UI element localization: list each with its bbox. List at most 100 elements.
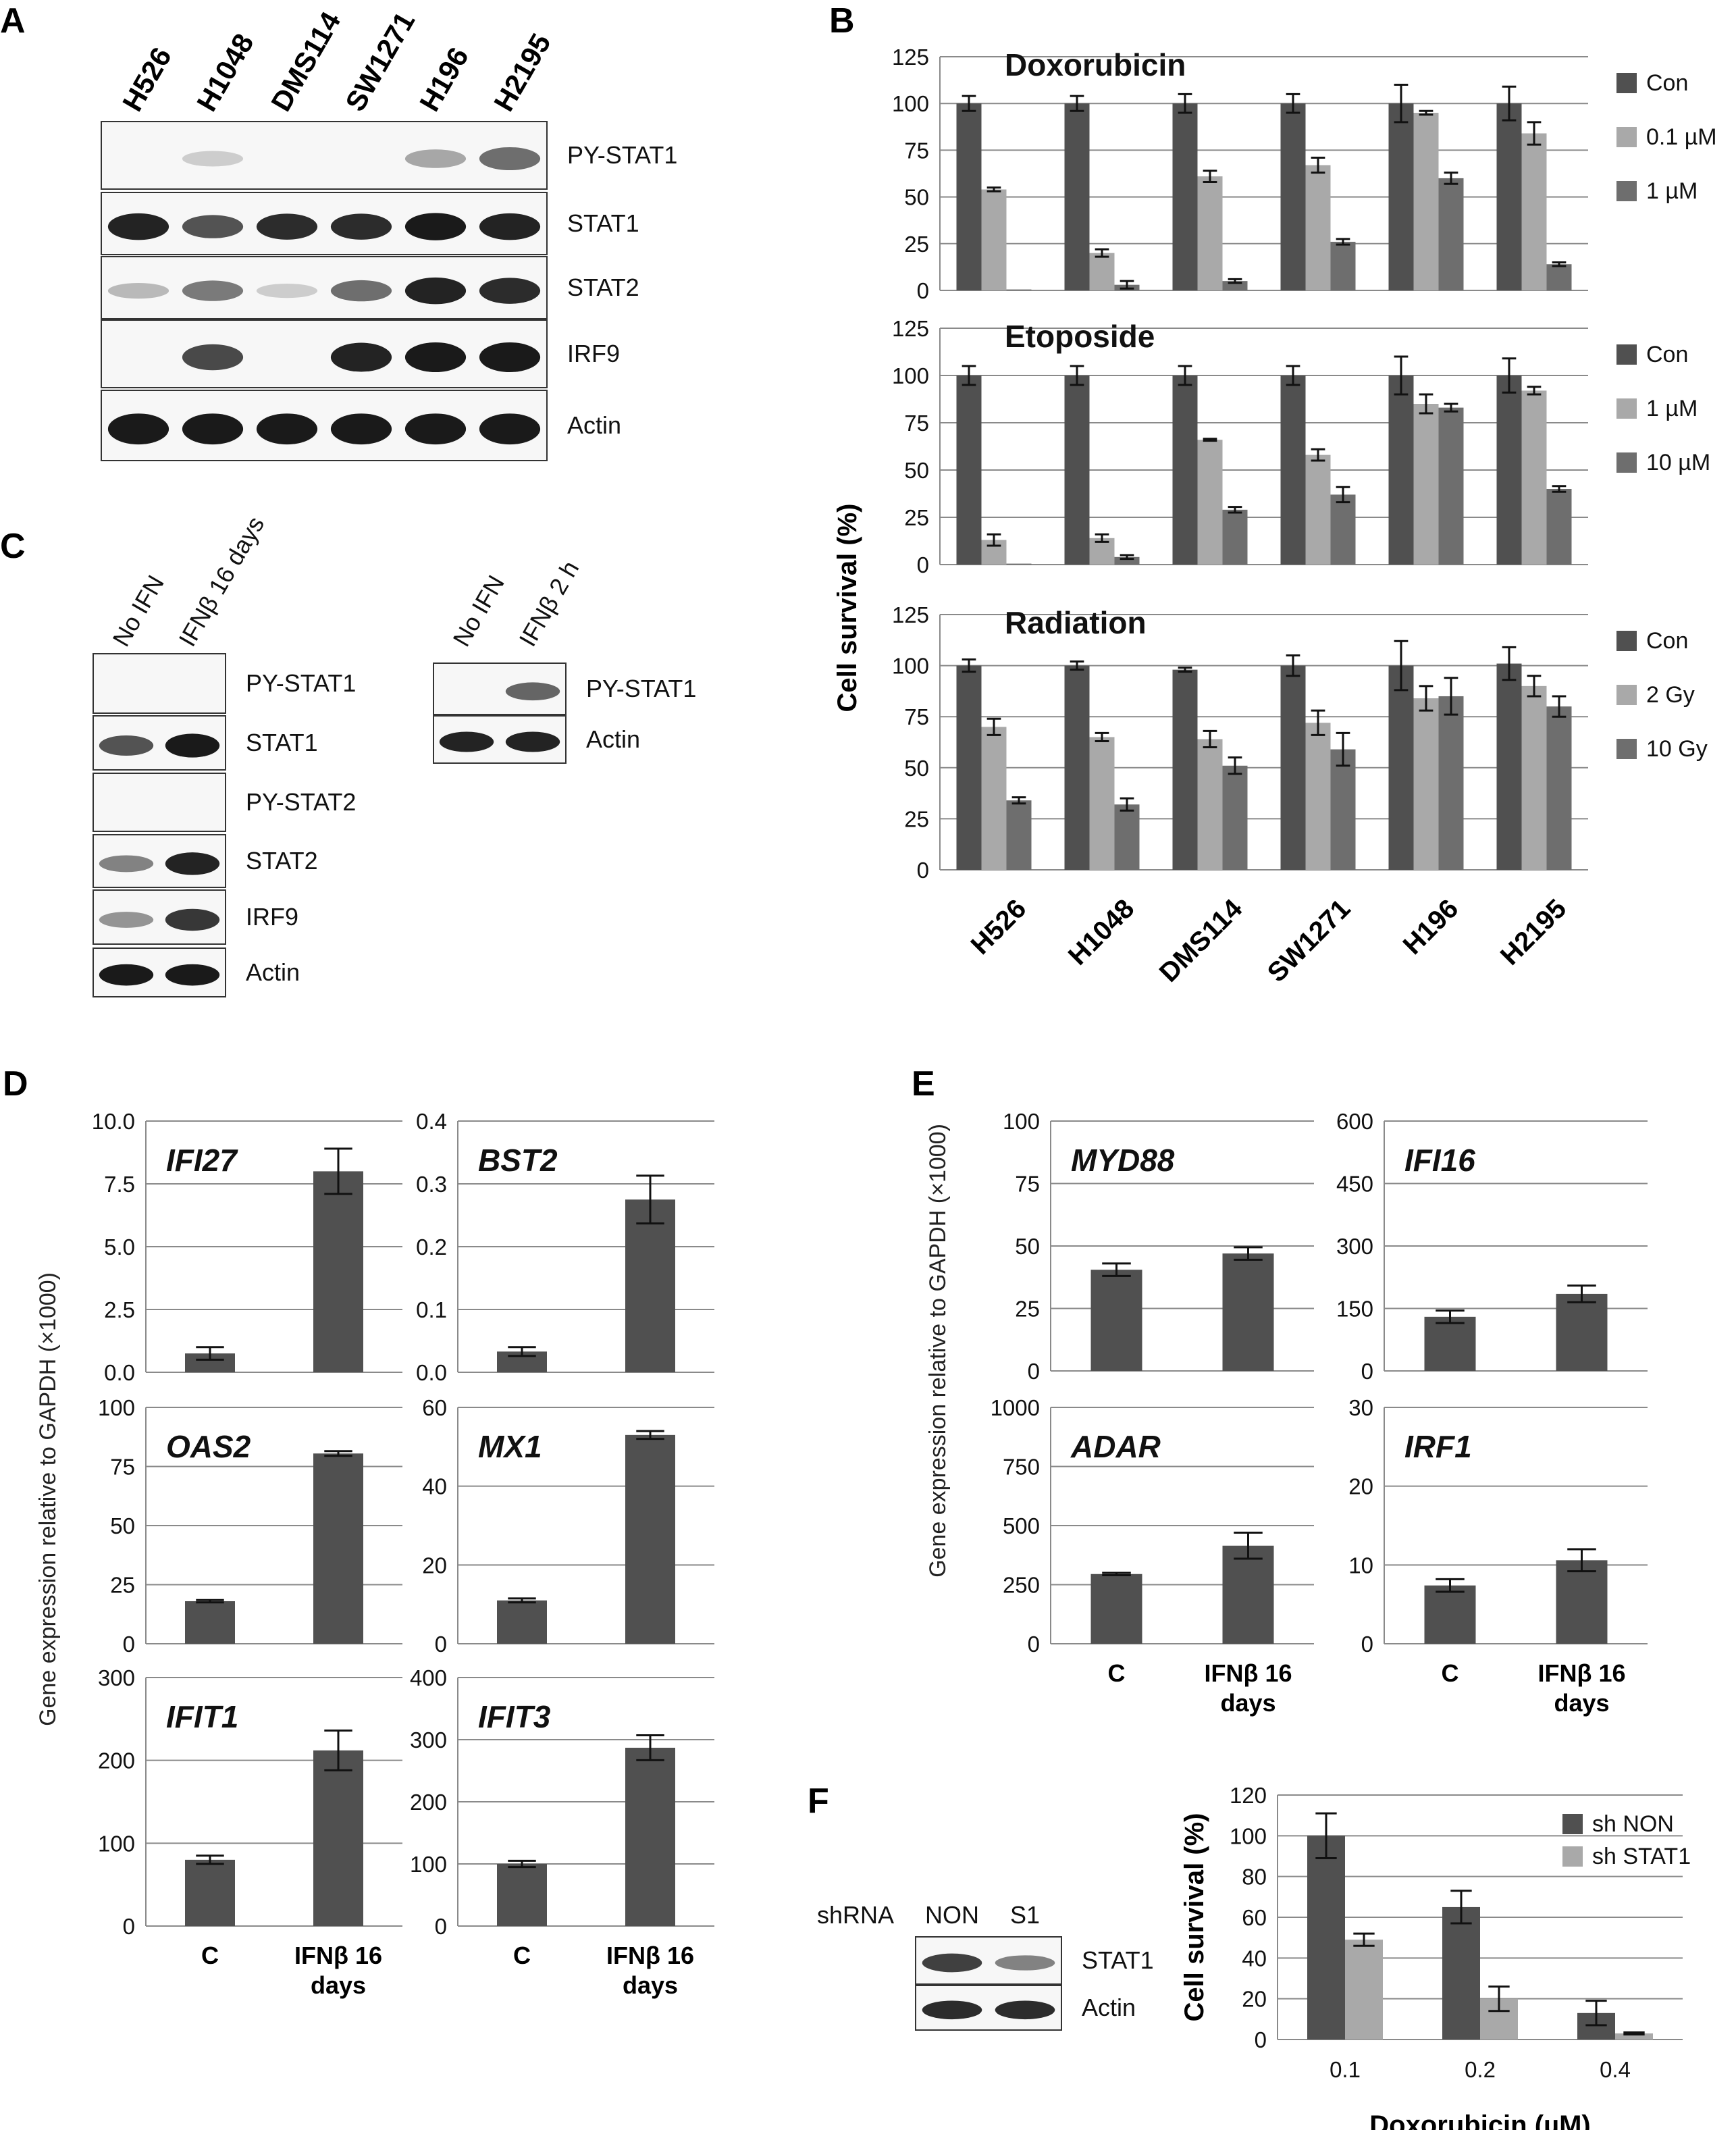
panel-a-blot-actin-band: [479, 413, 541, 445]
panel-c-left-blot-stat2-label: STAT2: [246, 847, 318, 875]
chart-b3: 0 25 50 75 100 125 H526 H1048 DMS114 SW1271 H196 H2…: [892, 602, 1708, 988]
panel-a-blot-actin-band: [182, 413, 244, 445]
chart-title: IFI16: [1404, 1143, 1475, 1178]
panel-c-left-blot-stat2-band: [165, 852, 220, 875]
bar: [1438, 696, 1464, 870]
panel-a-blot-actin-band: [256, 413, 318, 445]
panel-c-left-lane-label: IFNβ 16 days: [173, 511, 269, 651]
chart-d-ifit3: 0 100 200 300 400 C IFNβ 16 days IFIT3: [410, 1665, 714, 1999]
legend-label: Con: [1646, 628, 1688, 654]
bar: [1413, 113, 1439, 291]
y-tick-label: 0: [435, 1632, 447, 1657]
panel-f-blot: NON S1 STAT1 Actin: [915, 1901, 1154, 2031]
x-category-label: IFNβ 16 days: [1204, 1659, 1292, 1717]
bar: [185, 1601, 235, 1644]
bar: [1496, 103, 1522, 290]
y-tick-label: 30: [1348, 1395, 1373, 1420]
bar: [625, 1747, 675, 1926]
y-tick-label: 100: [98, 1831, 135, 1856]
bar: [1280, 665, 1306, 870]
bar: [625, 1199, 675, 1372]
x-category-label: H196: [1398, 893, 1465, 960]
bar: [1546, 264, 1572, 290]
y-tick-label: 60: [422, 1395, 447, 1420]
chart-d-mx1: 0 20 40 60 MX1: [422, 1395, 714, 1657]
bar: [1197, 739, 1223, 870]
bar: [1388, 103, 1414, 290]
y-tick-label: 40: [1242, 1946, 1267, 1971]
panel-a-blot-stat2-label: STAT2: [567, 274, 639, 301]
panel-a-blot-irf9-band: [330, 342, 392, 372]
y-tick-label: 200: [98, 1748, 135, 1773]
panel-c-right-lane-label: No IFN: [447, 571, 510, 651]
y-tick-label: 100: [410, 1852, 447, 1877]
legend-label: 1 µM: [1646, 178, 1698, 204]
y-tick-label: 25: [1015, 1297, 1040, 1322]
panel-a-blot-actin-band: [404, 413, 467, 445]
y-tick-label: 0.3: [416, 1172, 447, 1197]
legend-label: 1 µM: [1646, 396, 1698, 421]
x-category-label: C: [201, 1942, 219, 1969]
legend-swatch: [1616, 398, 1637, 419]
panel-a-lane-label: SW1271: [339, 6, 421, 116]
y-tick-label: 80: [1242, 1865, 1267, 1890]
bar: [1172, 103, 1198, 290]
x-category-label: SW1271: [1262, 893, 1357, 988]
y-tick-label: 50: [1015, 1234, 1040, 1259]
panel-d-y-axis-label: Gene expression relative to GAPDH (×1000…: [35, 1272, 61, 1726]
x-category-label: C: [513, 1942, 531, 1969]
y-tick-label: 50: [110, 1513, 135, 1538]
bar: [313, 1453, 363, 1644]
legend-swatch: [1616, 127, 1637, 147]
x-category-label-line: days: [311, 1971, 366, 1999]
x-category-label-line: days: [623, 1971, 678, 1999]
bar: [1496, 375, 1522, 565]
panel-letter-b: B: [829, 1, 855, 41]
panel-c-right-blot-actin-band: [505, 731, 560, 752]
bar: [1330, 494, 1356, 565]
panel-a-blot-stat2-band: [330, 280, 392, 302]
bar: [1280, 103, 1306, 290]
y-tick-label: 125: [892, 45, 929, 70]
panel-a-blot-actin-band: [107, 413, 169, 445]
panel-a-blot-irf9-label: IRF9: [567, 340, 620, 367]
y-tick-label: 300: [410, 1728, 447, 1752]
bar: [1438, 178, 1464, 290]
y-tick-label: 2.5: [104, 1297, 135, 1322]
bar: [1114, 556, 1140, 565]
bar: [1222, 765, 1248, 870]
y-tick-label: 750: [1003, 1455, 1040, 1480]
y-tick-label: 100: [98, 1395, 135, 1420]
bar: [1521, 133, 1547, 290]
bar: [1615, 2033, 1653, 2040]
chart-e-myd88: 0 25 50 75 100 MYD88: [1003, 1109, 1314, 1384]
bar: [1064, 103, 1090, 290]
panel-c-left-blot-irf9-label: IRF9: [246, 903, 298, 931]
y-tick-label: 0: [917, 552, 929, 577]
chart-d-oas2: 0 25 50 75 100 OAS2: [98, 1395, 402, 1657]
x-category-label: IFNβ 16 days: [294, 1942, 382, 1999]
bar: [1064, 665, 1090, 870]
bar: [497, 1864, 547, 1926]
legend-swatch: [1616, 631, 1637, 651]
y-tick-label: 300: [1336, 1234, 1373, 1259]
panel-a-blot-stat2-band: [256, 283, 318, 298]
panel-a-blot-stat1-label: STAT1: [567, 209, 639, 237]
y-tick-label: 100: [892, 363, 929, 388]
panel-b-y-axis-label: Cell survival (%): [833, 503, 862, 712]
x-category-label: C: [1108, 1659, 1126, 1687]
panel-c-left-blot-actin-band: [99, 964, 154, 986]
panel-f-blot-actin-label: Actin: [1082, 1994, 1136, 2021]
bar: [1172, 669, 1198, 870]
panel-a-blot-stat1-band: [256, 213, 318, 240]
y-tick-label: 20: [422, 1553, 447, 1578]
panel-a-blot-actin-frame: [101, 390, 548, 461]
panel-c-left-blot-py-stat1-frame: [93, 653, 226, 714]
panel-letter-d: D: [3, 1064, 28, 1103]
y-tick-label: 20: [1242, 1987, 1267, 2012]
bar: [1006, 800, 1032, 870]
chart-f-chart: 0 20 40 60 80 100 120 0.1 0.2 0.4 sh NON sh STAT1 Do…: [1180, 1783, 1691, 2130]
legend-label: sh NON: [1592, 1811, 1674, 1837]
y-tick-label: 75: [904, 411, 929, 436]
y-tick-label: 7.5: [104, 1172, 135, 1197]
